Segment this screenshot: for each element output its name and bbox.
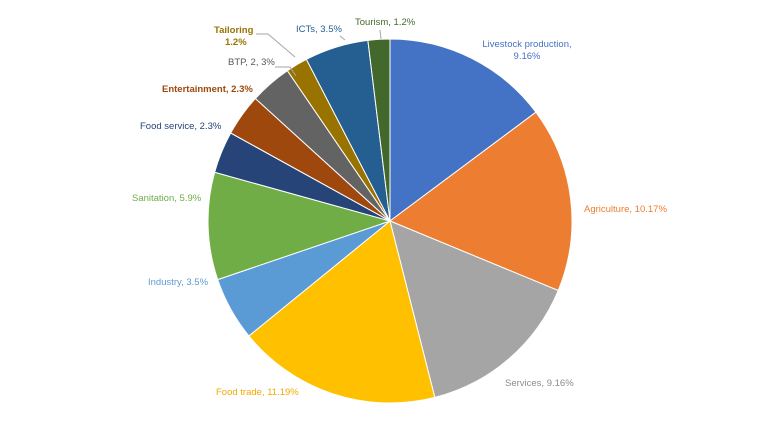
slices-layer <box>207 38 573 404</box>
data-label-sanitation: Sanitation, 5.9% <box>132 193 202 204</box>
pie-slice-tourism <box>367 38 391 222</box>
leader-line-btp <box>275 66 297 77</box>
leader-line-icts <box>339 35 346 41</box>
pie-slice-sanitation <box>207 171 392 281</box>
data-label-tourism: Tourism, 1.2% <box>355 17 416 28</box>
data-label-entertainment: Entertainment, 2.3% <box>162 84 253 95</box>
pie-slice-agriculture <box>388 111 573 292</box>
pie-slice-livestock-production <box>389 38 537 222</box>
labels-layer: Livestock production, 9.16% Agriculture, 1… <box>132 17 667 398</box>
data-label-industry: Industry, 3.5% <box>148 277 209 288</box>
pie-slice-services <box>389 220 559 399</box>
leader-line-tailoring <box>256 33 296 58</box>
data-label-services: Services, 9.16% <box>505 378 574 389</box>
leader-line-tourism <box>379 29 382 40</box>
data-label-btp: BTP, 2, 3% <box>228 57 275 68</box>
pie-slice-food-trade <box>248 220 436 404</box>
data-label-livestock-production: Livestock production, 9.16% <box>482 39 571 62</box>
data-label-agriculture: Agriculture, 10.17% <box>584 204 667 215</box>
leader-lines-layer <box>256 29 382 77</box>
data-label-icts: ICTs, 3.5% <box>296 24 342 35</box>
data-label-tailoring: Tailoring 1.2% <box>214 25 254 48</box>
data-label-food-trade: Food trade, 11.19% <box>216 387 299 398</box>
data-label-food-service: Food service, 2.3% <box>140 121 222 132</box>
